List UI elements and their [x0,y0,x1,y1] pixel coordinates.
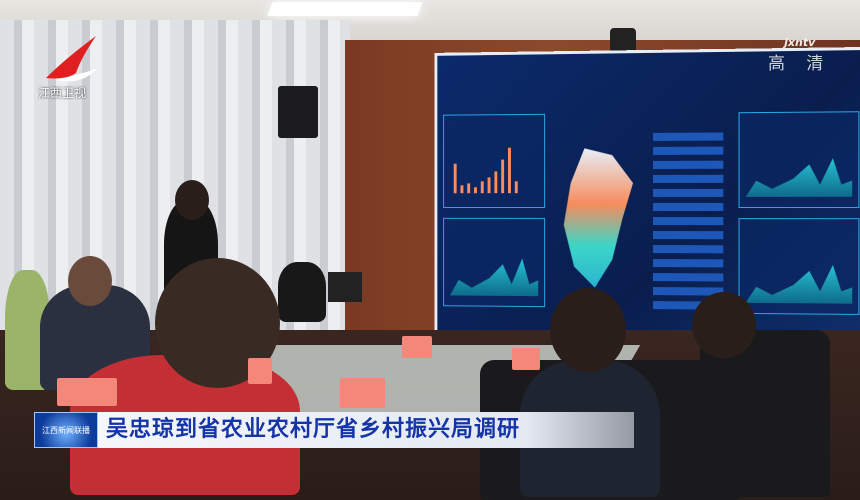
channel-logo-text: 江西卫视 [38,86,87,100]
presenter-head [175,180,209,220]
attendee-head-far-right [692,292,756,358]
lower-third-banner: 江西新闻联播 吴忠琼到省农业农村厅省乡村振兴局调研 [34,412,634,448]
area-chart-panel-bottom-right [738,218,860,315]
channel-logo-icon [46,36,98,82]
legend-list [652,132,724,314]
province-map [564,148,633,288]
area-chart-panel-top-right [738,111,860,209]
name-plate [512,348,540,370]
ceiling-light [267,2,423,16]
headline: 吴忠琼到省农业农村厅省乡村振兴局调研 [98,412,634,448]
watermark-quality: 高 清 [768,54,832,74]
hd-watermark: jxntv 高 清 [768,36,831,74]
dashboard-screen [434,46,860,369]
name-plate [340,378,385,408]
attendee-head-right [550,288,626,372]
staff-seated [278,262,326,322]
name-plate [248,358,272,384]
name-plate [402,336,432,358]
wall-speaker [278,86,318,138]
watermark-brand: jxntv [784,36,816,49]
laptop [328,272,362,302]
area-chart-panel-left [443,217,546,308]
program-logo: 江西新闻联播 [34,412,98,448]
attendee-head [68,256,112,306]
bar-chart-panel [443,113,546,208]
name-plate [57,378,117,406]
